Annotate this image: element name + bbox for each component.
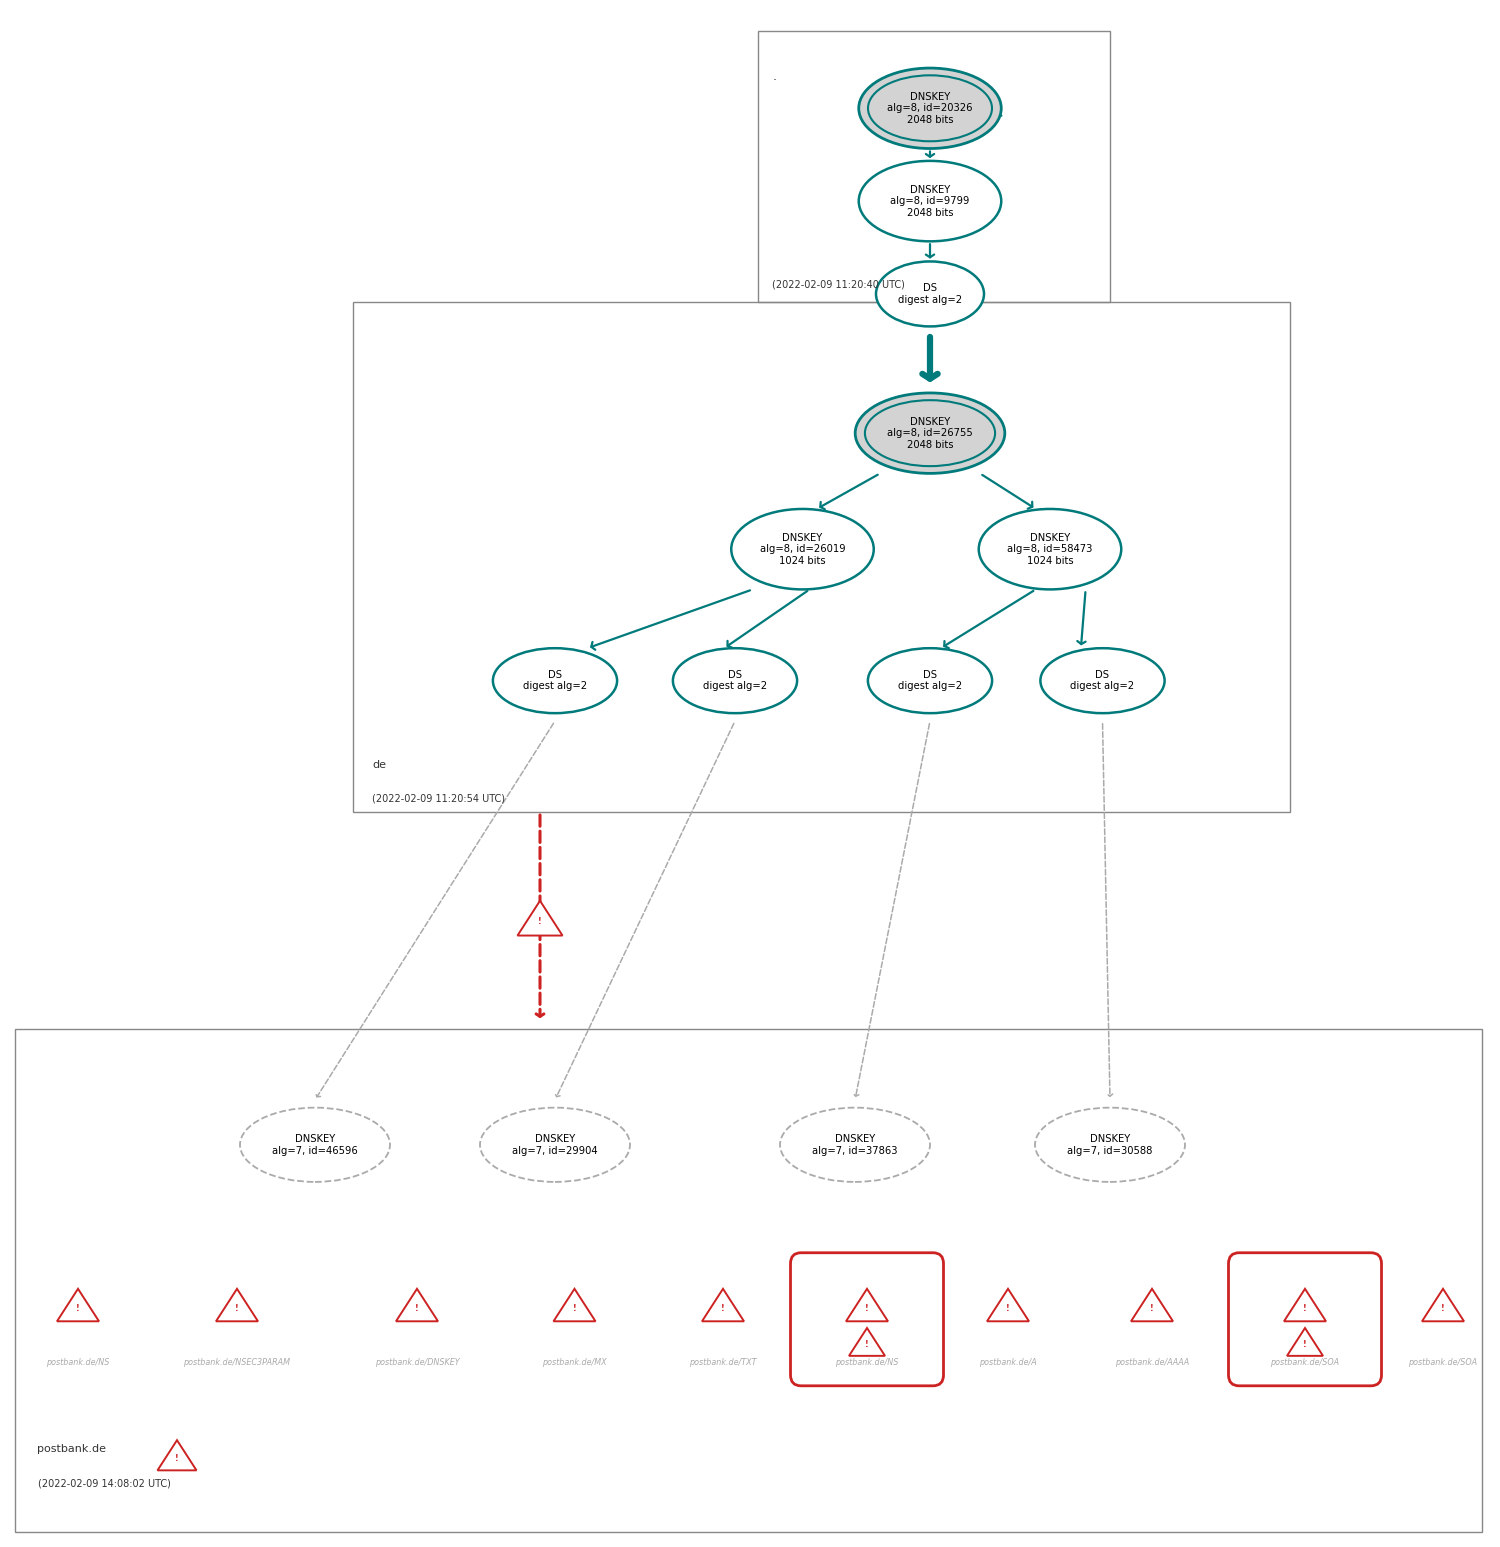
Text: DS
digest alg=2: DS digest alg=2 (898, 283, 962, 305)
FancyBboxPatch shape (790, 1253, 944, 1386)
Ellipse shape (876, 261, 984, 326)
Text: !: ! (416, 1304, 419, 1313)
Text: de: de (372, 761, 386, 770)
Ellipse shape (868, 648, 992, 713)
Text: !: ! (1150, 1304, 1154, 1313)
Text: DNSKEY
alg=8, id=26019
1024 bits: DNSKEY alg=8, id=26019 1024 bits (759, 532, 846, 566)
Text: postbank.de/NS: postbank.de/NS (46, 1358, 110, 1368)
Ellipse shape (1041, 648, 1164, 713)
Ellipse shape (855, 393, 1005, 473)
Bar (352, 302, 1290, 812)
Polygon shape (396, 1289, 438, 1321)
Text: (2022-02-09 11:20:40 UTC): (2022-02-09 11:20:40 UTC) (772, 280, 906, 289)
Text: DS
digest alg=2: DS digest alg=2 (1071, 670, 1134, 692)
Text: postbank.de/SOA: postbank.de/SOA (1408, 1358, 1478, 1368)
Polygon shape (846, 1289, 888, 1321)
Ellipse shape (858, 161, 1002, 241)
Text: (2022-02-09 14:08:02 UTC): (2022-02-09 14:08:02 UTC) (38, 1479, 171, 1488)
Text: !: ! (538, 917, 542, 927)
Text: postbank.de/NSEC3PARAM: postbank.de/NSEC3PARAM (183, 1358, 291, 1368)
Text: !: ! (236, 1304, 238, 1313)
Text: !: ! (1304, 1340, 1306, 1349)
Text: !: ! (865, 1304, 868, 1313)
Ellipse shape (858, 68, 1002, 149)
Text: DNSKEY
alg=8, id=58473
1024 bits: DNSKEY alg=8, id=58473 1024 bits (1008, 532, 1092, 566)
Text: DS
digest alg=2: DS digest alg=2 (704, 670, 766, 692)
Text: postbank.de/SOA: postbank.de/SOA (1270, 1358, 1340, 1368)
Polygon shape (158, 1440, 196, 1470)
Ellipse shape (780, 1108, 930, 1182)
Text: !: ! (1007, 1304, 1010, 1313)
Polygon shape (1284, 1289, 1326, 1321)
Ellipse shape (480, 1108, 630, 1182)
Text: !: ! (1304, 1304, 1306, 1313)
Text: !: ! (865, 1340, 868, 1349)
Bar (15, 1029, 1482, 1532)
Ellipse shape (732, 509, 873, 589)
Ellipse shape (978, 509, 1120, 589)
Text: postbank.de/NS: postbank.de/NS (836, 1358, 898, 1368)
Polygon shape (702, 1289, 744, 1321)
Bar (758, 31, 1110, 302)
Text: postbank.de/MX: postbank.de/MX (542, 1358, 608, 1368)
Text: DNSKEY
alg=8, id=26755
2048 bits: DNSKEY alg=8, id=26755 2048 bits (886, 416, 974, 450)
Text: postbank.de/AAAA: postbank.de/AAAA (1114, 1358, 1190, 1368)
Text: DNSKEY
alg=7, id=29904: DNSKEY alg=7, id=29904 (512, 1134, 598, 1156)
Text: !: ! (722, 1304, 724, 1313)
Text: !: ! (76, 1304, 80, 1313)
Polygon shape (987, 1289, 1029, 1321)
Ellipse shape (1035, 1108, 1185, 1182)
Text: postbank.de: postbank.de (38, 1445, 106, 1454)
Text: DNSKEY
alg=7, id=37863: DNSKEY alg=7, id=37863 (812, 1134, 897, 1156)
Text: postbank.de/TXT: postbank.de/TXT (688, 1358, 756, 1368)
Text: postbank.de/DNSKEY: postbank.de/DNSKEY (375, 1358, 459, 1368)
Polygon shape (554, 1289, 596, 1321)
Text: DNSKEY
alg=8, id=20326
2048 bits: DNSKEY alg=8, id=20326 2048 bits (888, 91, 972, 125)
Polygon shape (518, 900, 562, 936)
FancyBboxPatch shape (1228, 1253, 1382, 1386)
Polygon shape (57, 1289, 99, 1321)
Polygon shape (1131, 1289, 1173, 1321)
Ellipse shape (240, 1108, 390, 1182)
Text: (2022-02-09 11:20:54 UTC): (2022-02-09 11:20:54 UTC) (372, 794, 506, 803)
Polygon shape (216, 1289, 258, 1321)
Polygon shape (849, 1327, 885, 1355)
Ellipse shape (494, 648, 616, 713)
Polygon shape (1422, 1289, 1464, 1321)
Text: !: ! (573, 1304, 576, 1313)
Text: !: ! (1442, 1304, 1444, 1313)
Text: DNSKEY
alg=7, id=46596: DNSKEY alg=7, id=46596 (272, 1134, 358, 1156)
Polygon shape (1287, 1327, 1323, 1355)
Text: .: . (772, 70, 777, 82)
Text: postbank.de/A: postbank.de/A (980, 1358, 1036, 1368)
Ellipse shape (674, 648, 796, 713)
Text: DS
digest alg=2: DS digest alg=2 (898, 670, 962, 692)
Text: DNSKEY
alg=7, id=30588: DNSKEY alg=7, id=30588 (1068, 1134, 1152, 1156)
Text: DNSKEY
alg=8, id=9799
2048 bits: DNSKEY alg=8, id=9799 2048 bits (891, 184, 969, 218)
Text: !: ! (176, 1454, 178, 1463)
Text: DS
digest alg=2: DS digest alg=2 (524, 670, 586, 692)
